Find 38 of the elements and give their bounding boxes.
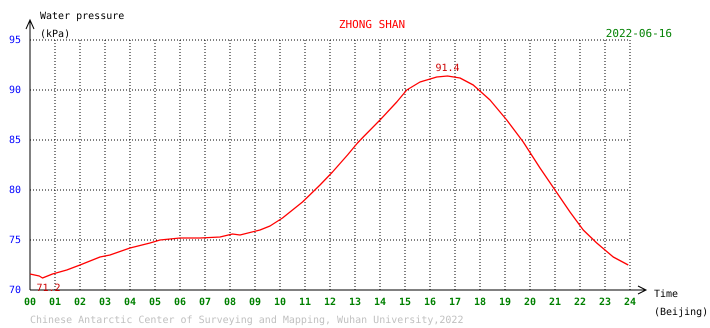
line-series <box>29 75 629 279</box>
x-tick-label: 05 <box>148 297 162 308</box>
x-tick-label: 11 <box>298 297 312 308</box>
x-tick-label: 24 <box>624 297 636 308</box>
chart-title: ZHONG SHAN <box>338 18 406 31</box>
text: Chinese Antarctic Center of Surveying and Mapping, Wuhan University,2022 <box>30 315 464 326</box>
x-tick-label: 02 <box>74 297 86 308</box>
x-tick-label: 16 <box>424 297 436 308</box>
y-tick-label: 70 <box>8 285 21 296</box>
chart-subtitle: 2022-06-16 <box>606 27 672 40</box>
x-tick-label: 08 <box>224 297 236 308</box>
x-tick-label: 17 <box>448 297 462 308</box>
x-tick-label: 20 <box>524 297 536 308</box>
x-tick-label: 22 <box>574 297 586 308</box>
x-tick-label: 04 <box>124 297 136 308</box>
x-tick-label: 12 <box>324 297 336 308</box>
x-tick-label: 23 <box>598 297 612 308</box>
x-tick-label: 13 <box>348 297 362 308</box>
x-tick-label: 19 <box>498 297 512 308</box>
y-tick-label: 75 <box>8 235 21 246</box>
y-tick-label: 90 <box>8 85 21 96</box>
x-tick-label: 06 <box>174 297 186 308</box>
x-tick-label: 00 <box>24 297 36 308</box>
x-tick-label: 21 <box>548 297 562 308</box>
annotation: 91.4 <box>435 63 460 74</box>
y-tick-label: 80 <box>8 185 21 196</box>
x-tick-label: 14 <box>374 297 386 308</box>
x-tick-label: 10 <box>274 297 286 308</box>
y-axis-title: Water pressure (kPa) <box>40 11 124 40</box>
x-tick-label: 07 <box>198 297 212 308</box>
x-tick-label: 01 <box>48 297 62 308</box>
x-tick-label: 03 <box>98 297 112 308</box>
y-tick-label: 85 <box>8 135 21 146</box>
x-axis-title: Time (Beijing) <box>654 289 708 318</box>
y-tick-label: 95 <box>8 35 21 46</box>
x-tick-label: 09 <box>248 297 262 308</box>
x-tick-label: 15 <box>398 297 412 308</box>
x-tick-label: 18 <box>474 297 486 308</box>
